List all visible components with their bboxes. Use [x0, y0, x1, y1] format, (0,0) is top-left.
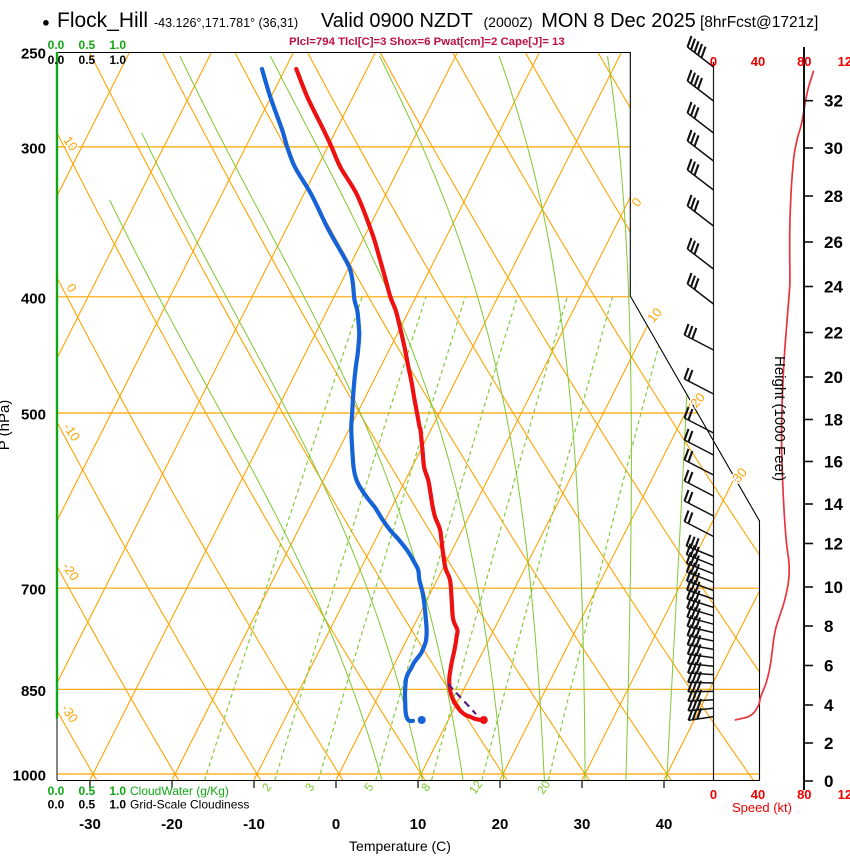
svg-text:Grid-Scale Cloudiness: Grid-Scale Cloudiness — [130, 798, 249, 812]
svg-text:500: 500 — [21, 407, 46, 424]
svg-text:28: 28 — [824, 187, 843, 206]
svg-text:-30: -30 — [79, 816, 101, 833]
svg-text:80: 80 — [797, 54, 811, 69]
svg-text:P (hPa): P (hPa) — [0, 400, 13, 451]
svg-text:Speed (kt): Speed (kt) — [732, 800, 792, 815]
svg-text:Valid 0900 NZDT: Valid 0900 NZDT — [321, 10, 473, 32]
svg-text:1.0: 1.0 — [109, 53, 126, 67]
svg-text:2: 2 — [824, 734, 833, 753]
svg-text:[8hrFcst@1721z]: [8hrFcst@1721z] — [700, 14, 818, 31]
svg-text:0.5: 0.5 — [79, 53, 96, 67]
svg-text:Flock_Hill: Flock_Hill — [57, 9, 148, 32]
svg-text:0.0: 0.0 — [48, 798, 65, 812]
svg-text:0.0: 0.0 — [48, 38, 65, 52]
svg-text:14: 14 — [824, 495, 843, 514]
svg-text:6: 6 — [824, 657, 833, 676]
svg-text:(2000Z): (2000Z) — [484, 14, 533, 30]
svg-text:26: 26 — [824, 233, 843, 252]
svg-text:700: 700 — [21, 582, 46, 599]
svg-text:850: 850 — [21, 683, 46, 700]
svg-text:0.5: 0.5 — [79, 784, 96, 798]
svg-text:Plcl=794 Tlcl[C]=3 Shox=6 Pwat: Plcl=794 Tlcl[C]=3 Shox=6 Pwat[cm]=2 Cap… — [289, 36, 565, 48]
svg-text:0.5: 0.5 — [79, 798, 96, 812]
svg-text:0.0: 0.0 — [48, 784, 65, 798]
svg-text:1.0: 1.0 — [109, 38, 126, 52]
svg-text:CloudWater (g/Kg): CloudWater (g/Kg) — [130, 784, 229, 798]
svg-text:0.5: 0.5 — [79, 38, 96, 52]
svg-text:22: 22 — [824, 324, 843, 343]
svg-text:400: 400 — [21, 290, 46, 307]
svg-text:30: 30 — [824, 139, 843, 158]
svg-text:8: 8 — [824, 617, 833, 636]
svg-text:40: 40 — [751, 787, 765, 802]
svg-text:32: 32 — [824, 92, 843, 111]
svg-text:0: 0 — [710, 54, 717, 69]
svg-text:-10: -10 — [243, 816, 265, 833]
svg-text:20: 20 — [492, 816, 509, 833]
svg-text:0: 0 — [332, 816, 340, 833]
svg-text:-43.126°,171.781° (36,31): -43.126°,171.781° (36,31) — [154, 16, 298, 30]
svg-text:1.0: 1.0 — [109, 784, 126, 798]
svg-text:0: 0 — [824, 772, 833, 791]
svg-text:18: 18 — [824, 411, 843, 430]
svg-text:30: 30 — [574, 816, 591, 833]
svg-text:12: 12 — [824, 535, 843, 554]
svg-text:10: 10 — [410, 816, 427, 833]
svg-text:250: 250 — [21, 46, 46, 63]
svg-text:-20: -20 — [161, 816, 183, 833]
svg-text:4: 4 — [824, 696, 834, 715]
svg-text:120: 120 — [838, 787, 850, 802]
svg-text:1.0: 1.0 — [109, 798, 126, 812]
svg-text:24: 24 — [824, 278, 843, 297]
svg-text:10: 10 — [824, 578, 843, 597]
svg-text:●: ● — [42, 15, 50, 30]
svg-text:0.0: 0.0 — [48, 53, 65, 67]
svg-text:16: 16 — [824, 453, 843, 472]
svg-text:40: 40 — [656, 816, 673, 833]
svg-text:0: 0 — [710, 787, 717, 802]
svg-text:MON 8 Dec 2025: MON 8 Dec 2025 — [541, 10, 696, 32]
svg-text:20: 20 — [824, 368, 843, 387]
svg-text:1000: 1000 — [13, 768, 46, 785]
svg-text:40: 40 — [751, 54, 765, 69]
svg-text:Height (1000 Feet): Height (1000 Feet) — [771, 356, 788, 481]
svg-text:120: 120 — [838, 54, 850, 69]
svg-text:80: 80 — [797, 787, 811, 802]
svg-text:300: 300 — [21, 140, 46, 157]
svg-text:Temperature (C): Temperature (C) — [349, 838, 451, 854]
